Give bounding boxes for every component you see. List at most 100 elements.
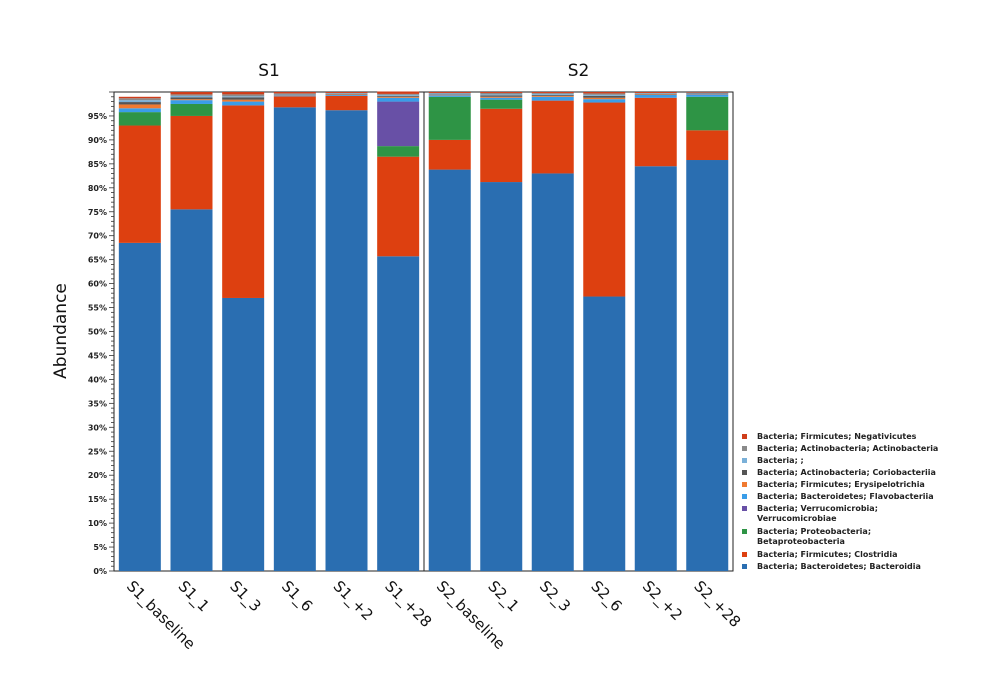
legend-label: Bacteria; Proteobacteria; Betaproteobacte… (757, 527, 871, 546)
x-tick-label: S1_3 (226, 577, 265, 616)
legend-label: Bacteria; Verrucomicrobia; Verrucomicrobi… (757, 504, 878, 523)
legend-label: Bacteria; Firmicutes; Clostridia (757, 550, 897, 559)
bar-segment (583, 102, 626, 297)
bar-segment (480, 97, 523, 100)
bar-segment (634, 92, 677, 93)
bar-segment (118, 125, 161, 243)
bar-segment (480, 108, 523, 183)
legend-label: Bacteria; Actinobacteria; Actinobacteria (757, 444, 938, 453)
legend-label: Bacteria; Firmicutes; Erysipelotrichia (757, 480, 925, 489)
bar-segment (377, 146, 420, 157)
bar-segment (377, 97, 420, 102)
bar-segment (480, 92, 523, 95)
bar-segment (170, 92, 213, 95)
y-tick-label: 5% (93, 543, 107, 552)
y-tick-label: 50% (88, 328, 107, 337)
bar-segment (583, 95, 626, 98)
y-tick-label: 25% (88, 447, 107, 456)
bar-segment (686, 130, 729, 161)
bar-segment (428, 96, 471, 140)
bar-segment (222, 96, 265, 98)
x-tick-label: S1_+2 (329, 577, 377, 625)
legend-swatch (742, 470, 747, 475)
x-tick-label: S2_+2 (638, 577, 686, 625)
bar-segment (583, 94, 626, 96)
bar-segment (170, 95, 213, 98)
legend-label: Bacteria; Firmicutes; Negativicutes (757, 432, 917, 441)
bar-segment (377, 101, 420, 147)
legend-label: Bacteria; Bacteroidetes; Bacteroidia (757, 562, 921, 571)
legend-label: Bacteria; ; (757, 456, 804, 465)
legend-swatch (742, 494, 747, 499)
x-tick-label: S2_1 (484, 577, 523, 616)
x-tick-label: S2_6 (587, 577, 626, 616)
y-axis-label: Abundance (51, 283, 71, 379)
bar-segment (428, 139, 471, 170)
bar-segment (480, 94, 523, 96)
y-tick-label: 40% (88, 375, 107, 384)
y-tick-label: 95% (88, 112, 107, 121)
bar-segment (118, 104, 161, 109)
bar-segment (273, 95, 316, 97)
y-tick-label: 45% (88, 351, 107, 360)
panel-title: S2 (568, 61, 590, 81)
bar-segment (377, 91, 420, 94)
bar-segment (170, 115, 213, 210)
y-tick-label: 60% (88, 280, 107, 289)
bar-segment (583, 97, 626, 100)
bar-segment (273, 96, 316, 108)
legend-label: Bacteria; Bacteroidetes; Flavobacteriia (757, 492, 934, 501)
bar-segment (531, 92, 574, 94)
y-tick-label: 35% (88, 399, 107, 408)
plot-area: 0% 5% 10% 15% 20% 25% 30% 35% 40% 45% 50% 55% 60% 65%… (88, 61, 744, 654)
x-tick-label: S2_3 (535, 577, 574, 616)
bar-segment (325, 95, 368, 111)
bar-segment (531, 96, 574, 101)
bar-segment (377, 94, 420, 96)
bar-segment (170, 209, 213, 572)
bar-segment (480, 99, 523, 109)
y-tick-label: 30% (88, 423, 107, 432)
bar-segment (686, 160, 729, 571)
bar-segment (118, 102, 161, 105)
x-tick-label: S1_+28 (381, 577, 436, 632)
y-tick-label: 90% (88, 136, 107, 145)
y-tick-label: 20% (88, 471, 107, 480)
bar-segment (634, 94, 677, 98)
bar-segment (428, 169, 471, 571)
bar-segment (531, 92, 574, 93)
y-tick-label: 55% (88, 304, 107, 313)
legend-swatch (742, 482, 747, 487)
y-tick-label: 15% (88, 495, 107, 504)
bar-segment (531, 93, 574, 95)
bar-segment (118, 242, 161, 571)
bar-segment (222, 92, 265, 95)
bar-segment (118, 100, 161, 103)
bar-segment (583, 92, 626, 94)
legend-swatch (742, 529, 747, 534)
bar-segment (480, 92, 523, 93)
bar-segment (118, 108, 161, 113)
bar-segment (170, 99, 213, 101)
bar-segment (325, 94, 368, 96)
legend-swatch (742, 506, 747, 511)
bar-segment (686, 94, 729, 97)
bar-segment (531, 94, 574, 96)
bar-segment (428, 93, 471, 95)
bar-segment (377, 95, 420, 97)
bar-segment (222, 297, 265, 571)
legend-label: Bacteria; Actinobacteria; Coriobacteriia (757, 468, 936, 477)
bar-segment (583, 99, 626, 103)
bar-segment (325, 92, 368, 93)
bar-segment (377, 256, 420, 571)
bar-segment (377, 96, 420, 98)
bar-segment (480, 96, 523, 98)
bar-segment (170, 103, 213, 116)
bar-segment (222, 101, 265, 106)
bar-segment (118, 98, 161, 101)
bar-segment (118, 112, 161, 126)
legend-swatch (742, 446, 747, 451)
bar-segment (222, 97, 265, 100)
bar-segment (170, 100, 213, 104)
